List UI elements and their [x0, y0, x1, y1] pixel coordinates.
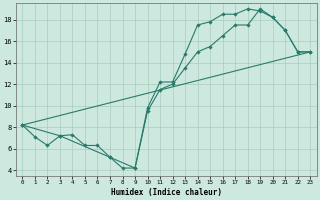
X-axis label: Humidex (Indice chaleur): Humidex (Indice chaleur) — [111, 188, 222, 197]
